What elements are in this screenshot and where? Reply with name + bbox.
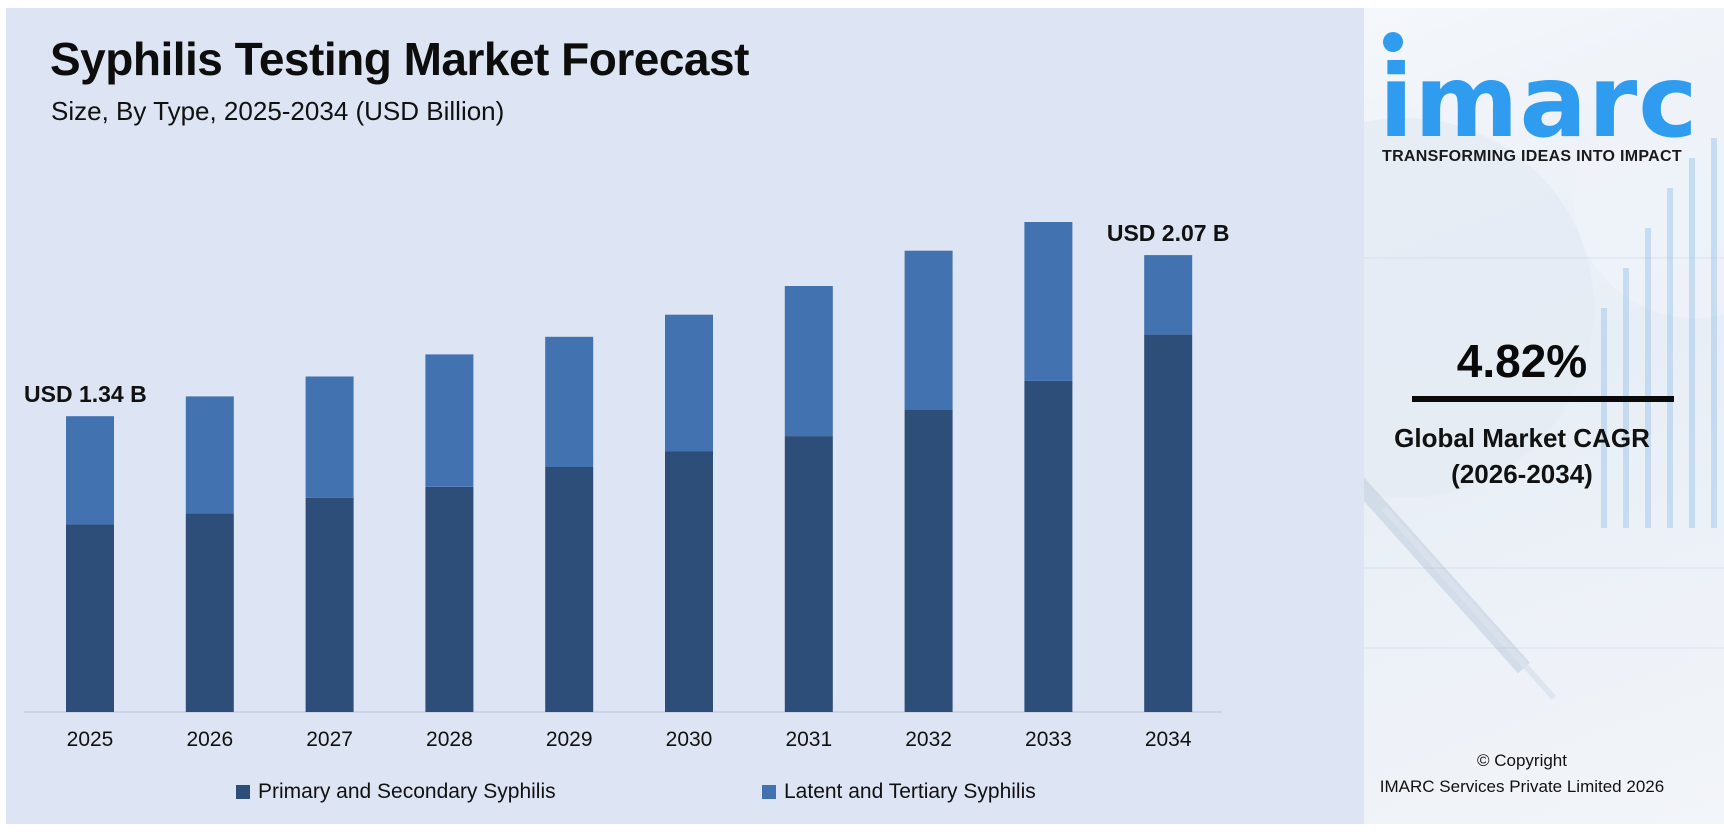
legend-item-latent: Latent and Tertiary Syphilis <box>762 780 1036 804</box>
cagr-label-line2: (2026-2034) <box>1451 459 1593 489</box>
bar-2031-primary <box>784 436 833 712</box>
bar-2027-latent <box>305 376 354 498</box>
bar-2033-primary <box>1024 380 1073 712</box>
x-tick-label-2029: 2029 <box>546 728 593 751</box>
cagr-value: 4.82% <box>1456 335 1588 387</box>
chart-plot: 2025 2026 2027 2028 2029 2030 2031 2032 2033 2034… <box>24 220 1230 751</box>
legend-label-primary: Primary and Secondary Syphilis <box>258 780 556 803</box>
bar-2025-latent <box>66 416 114 525</box>
total-label-first: USD 1.34 B <box>24 381 147 407</box>
legend-swatch-primary <box>236 785 250 799</box>
x-tick-label-2025: 2025 <box>67 728 114 751</box>
x-tick-label-2031: 2031 <box>785 728 832 751</box>
imarc-logo: imarc <box>1379 43 1699 160</box>
legend-item-primary: Primary and Secondary Syphilis <box>236 780 556 804</box>
bar-2032-primary <box>904 409 953 712</box>
legend-swatch-latent <box>762 785 776 799</box>
bar-2026-latent <box>185 396 234 514</box>
legend-label-latent: Latent and Tertiary Syphilis <box>784 780 1036 803</box>
copyright-line1: © Copyright <box>1476 751 1567 770</box>
chart-panel: Syphilis Testing Market Forecast Size, B… <box>6 8 1364 824</box>
x-tick-label-2033: 2033 <box>1025 728 1072 751</box>
bars-group <box>66 222 1193 712</box>
bar-2031-latent <box>784 286 833 437</box>
bar-2034-primary <box>1144 334 1193 712</box>
x-tick-label-2030: 2030 <box>666 728 713 751</box>
year-labels-group: 2025 2026 2027 2028 2029 2030 2031 2032 2033 2034 <box>67 728 1192 751</box>
bar-2034-latent <box>1144 255 1193 335</box>
bar-2029-primary <box>545 467 594 712</box>
total-label-last: USD 2.07 B <box>1107 220 1230 246</box>
x-tick-label-2028: 2028 <box>426 728 473 751</box>
bar-2029-latent <box>545 336 594 467</box>
logo-dot <box>1383 32 1403 52</box>
bar-2028-latent <box>425 354 474 487</box>
bar-2027-primary <box>305 497 354 712</box>
side-panel: imarc TRANSFORMING IDEAS INTO IMPACT 4.8… <box>1364 8 1724 824</box>
bar-2028-primary <box>425 486 474 712</box>
cagr-label: Global Market CAGR (2026-2034) <box>1364 420 1680 492</box>
x-tick-label-2026: 2026 <box>186 728 233 751</box>
chart-subtitle: Size, By Type, 2025-2034 (USD Billion) <box>51 96 505 126</box>
x-tick-label-2034: 2034 <box>1145 728 1192 751</box>
chart-title: Syphilis Testing Market Forecast <box>50 33 749 85</box>
bar-2032-latent <box>904 250 953 410</box>
legend: Primary and Secondary Syphilis Latent an… <box>6 780 1364 810</box>
bar-2033-latent <box>1024 222 1073 381</box>
x-tick-label-2032: 2032 <box>905 728 952 751</box>
bar-2030-latent <box>665 314 713 452</box>
bar-2030-primary <box>665 451 713 712</box>
copyright-line2: IMARC Services Private Limited 2026 <box>1379 777 1665 796</box>
cagr-label-line1: Global Market CAGR <box>1394 423 1650 453</box>
copyright: © Copyright IMARC Services Private Limit… <box>1364 748 1680 800</box>
x-tick-label-2027: 2027 <box>306 728 353 751</box>
bar-2025-primary <box>66 524 114 712</box>
logo-tagline: TRANSFORMING IDEAS INTO IMPACT <box>1382 148 1682 165</box>
bar-2026-primary <box>185 513 234 712</box>
cagr-divider <box>1412 396 1674 402</box>
